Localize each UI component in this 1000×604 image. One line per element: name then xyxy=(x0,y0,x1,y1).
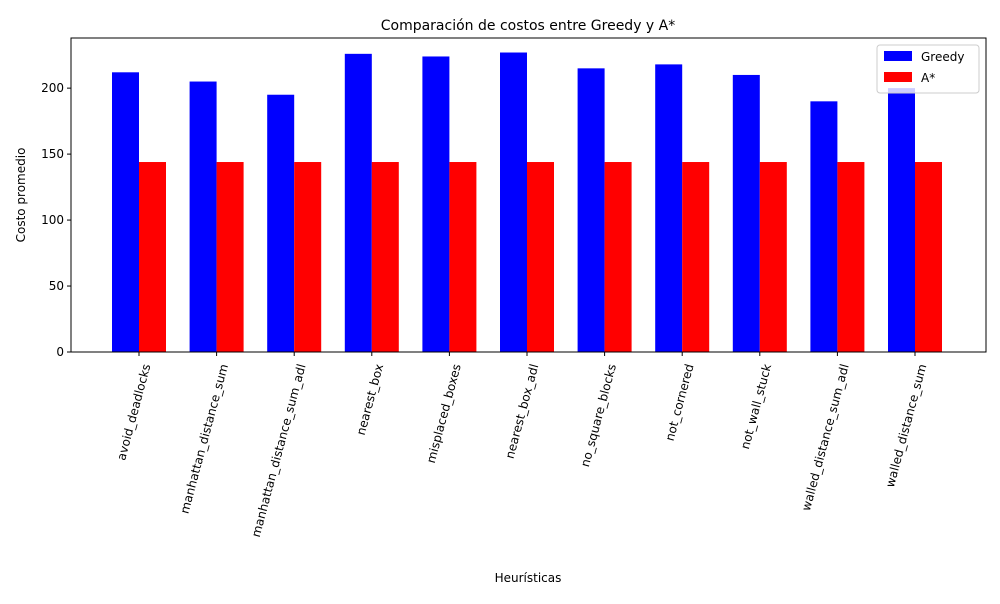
bar-astar-walled_distance_sum xyxy=(915,162,942,352)
bar-greedy-nearest_box_adl xyxy=(500,52,527,352)
bar-astar-nearest_box_adl xyxy=(527,162,554,352)
bar-astar-manhattan_distance_sum xyxy=(216,162,244,352)
bar-astar-manhattan_distance_sum_adl xyxy=(294,162,322,352)
y-axis-label: Costo promedio xyxy=(14,148,28,243)
bar-greedy-manhattan_distance_sum xyxy=(189,81,217,353)
bar-astar-not_wall_stuck xyxy=(759,162,787,352)
bar-astar-not_cornered xyxy=(682,162,710,352)
bar-astar-avoid_deadlocks xyxy=(139,162,166,352)
bar-greedy-nearest_box xyxy=(344,53,372,352)
y-tick-label: 100 xyxy=(41,213,64,227)
bar-astar-no_square_blocks xyxy=(604,162,632,352)
plot-frame xyxy=(70,37,987,353)
legend-label-greedy: Greedy xyxy=(921,50,964,64)
legend-label-astar: A* xyxy=(921,71,935,85)
legend-swatch-greedy xyxy=(884,51,912,61)
bars-layer xyxy=(112,52,942,353)
bar-greedy-walled_distance_sum_adl xyxy=(810,101,838,352)
bar-greedy-no_square_blocks xyxy=(577,68,605,352)
bar-astar-nearest_box xyxy=(371,162,399,352)
y-tick-label: 50 xyxy=(49,279,64,293)
x-axis-label: Heurísticas xyxy=(495,571,562,585)
y-tick-label: 200 xyxy=(41,81,64,95)
bar-greedy-manhattan_distance_sum_adl xyxy=(267,94,295,353)
bar-greedy-not_cornered xyxy=(655,64,683,353)
bar-greedy-walled_distance_sum xyxy=(888,88,915,352)
bar-greedy-not_wall_stuck xyxy=(732,74,760,353)
y-axis: 0 50 100 150 200 xyxy=(41,81,71,359)
y-tick-label: 150 xyxy=(41,147,64,161)
bar-greedy-avoid_deadlocks xyxy=(112,72,139,352)
legend-swatch-astar xyxy=(884,72,912,82)
bar-astar-misplaced_boxes xyxy=(449,162,477,352)
chart-title: Comparación de costos entre Greedy y A* xyxy=(381,18,676,34)
y-tick-label: 0 xyxy=(56,345,64,359)
bar-greedy-misplaced_boxes xyxy=(422,56,450,353)
legend: Greedy A* xyxy=(876,44,980,94)
bar-astar-walled_distance_sum_adl xyxy=(837,162,865,352)
